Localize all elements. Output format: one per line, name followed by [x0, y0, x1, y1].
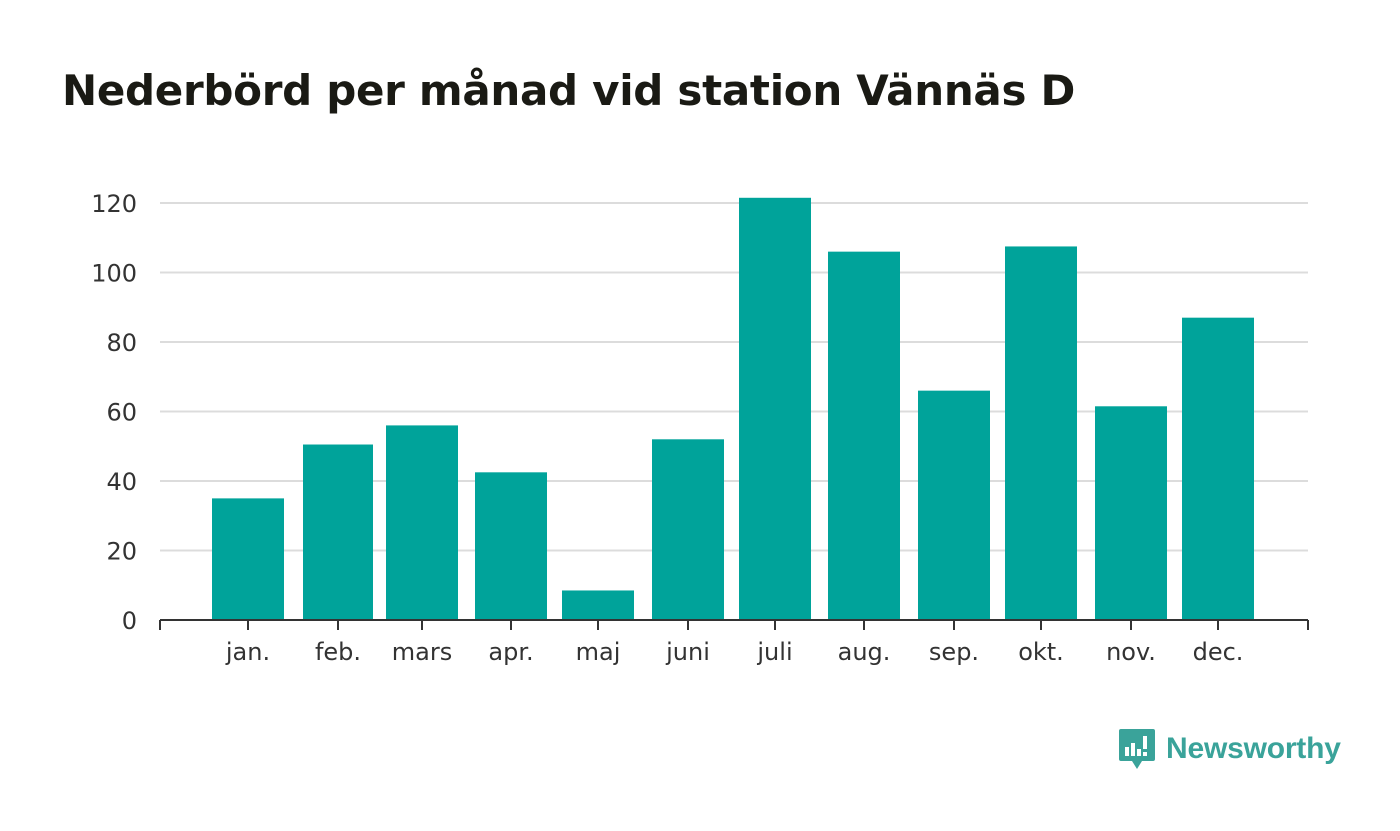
bar	[918, 390, 990, 620]
x-tick-label: aug.	[838, 638, 891, 666]
bar	[1095, 406, 1167, 620]
y-tick-label: 100	[91, 260, 137, 288]
x-tick-label: feb.	[315, 638, 361, 666]
newsworthy-logo: Newsworthy	[1118, 727, 1341, 771]
bar	[303, 444, 373, 620]
bar	[1005, 246, 1077, 620]
bar	[562, 590, 634, 620]
bar	[212, 498, 284, 620]
x-axis: jan. feb. mars apr. maj juni juli aug. sep. okt. n…	[159, 619, 1309, 666]
newsworthy-logo-text: Newsworthy	[1166, 732, 1341, 765]
x-tick-label: nov.	[1106, 638, 1156, 666]
y-tick-label: 60	[106, 399, 137, 427]
y-tick-label: 80	[106, 329, 137, 357]
y-axis-ticks: 0 20 40 60 80 100 120	[91, 190, 137, 635]
x-tick-label: maj	[576, 638, 621, 666]
bar	[739, 197, 811, 620]
y-tick-label: 20	[106, 538, 137, 566]
x-tick-label: apr.	[488, 638, 533, 666]
bar	[386, 425, 458, 620]
x-tick-label: sep.	[929, 638, 979, 666]
bar	[828, 251, 900, 620]
y-tick-label: 40	[106, 468, 137, 496]
x-tick-label: mars	[392, 638, 452, 666]
x-tick-label: okt.	[1018, 638, 1064, 666]
chart-title: Nederbörd per månad vid station Vännäs D	[62, 66, 1076, 115]
bar	[652, 439, 724, 620]
newsworthy-logo-icon	[1119, 729, 1155, 769]
bar	[475, 472, 547, 620]
y-tick-label: 0	[122, 607, 137, 635]
bar	[1182, 317, 1254, 620]
x-tick-label: juli	[756, 638, 792, 666]
x-tick-label: juni	[665, 638, 710, 666]
bars	[212, 197, 1254, 620]
x-tick-label: dec.	[1193, 638, 1244, 666]
y-tick-label: 120	[91, 190, 137, 218]
x-tick-label: jan.	[225, 638, 270, 666]
